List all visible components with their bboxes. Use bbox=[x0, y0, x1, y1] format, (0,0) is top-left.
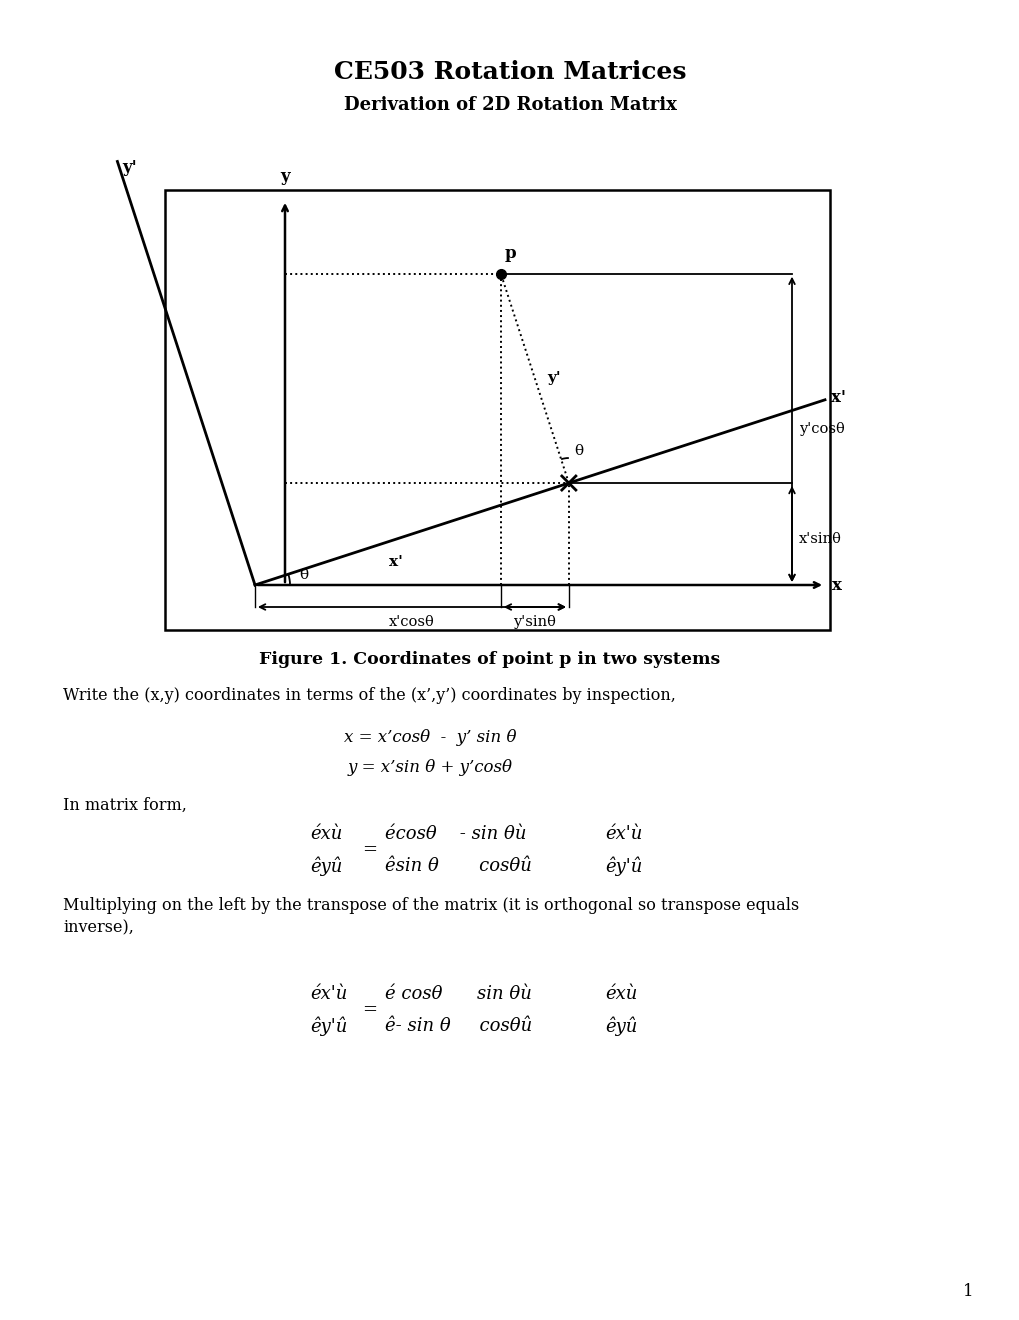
Text: êyû: êyû bbox=[310, 857, 342, 875]
Text: 1: 1 bbox=[962, 1283, 972, 1300]
Text: écosθ    - sin θù: écosθ - sin θù bbox=[384, 825, 526, 843]
Text: êyû: êyû bbox=[604, 1016, 637, 1036]
Text: y'cosθ: y'cosθ bbox=[798, 422, 844, 437]
Text: θ: θ bbox=[299, 568, 308, 582]
Text: Derivation of 2D Rotation Matrix: Derivation of 2D Rotation Matrix bbox=[343, 96, 676, 114]
Text: éxù: éxù bbox=[310, 825, 342, 843]
Text: p: p bbox=[504, 244, 516, 261]
Text: x'sinθ: x'sinθ bbox=[798, 532, 841, 546]
Text: y'sinθ: y'sinθ bbox=[513, 615, 555, 630]
Text: θ: θ bbox=[574, 444, 583, 458]
Text: CE503 Rotation Matrices: CE503 Rotation Matrices bbox=[333, 59, 686, 84]
Text: x: x bbox=[832, 577, 841, 594]
Text: x = x’cosθ  -  y’ sin θ: x = x’cosθ - y’ sin θ bbox=[343, 729, 516, 746]
Text: êsin θ       cosθû: êsin θ cosθû bbox=[384, 857, 531, 875]
Text: y': y' bbox=[122, 160, 137, 177]
Text: êy'û: êy'û bbox=[310, 1016, 347, 1036]
Text: Multiplying on the left by the transpose of the matrix (it is orthogonal so tran: Multiplying on the left by the transpose… bbox=[63, 896, 799, 913]
Text: inverse),: inverse), bbox=[63, 920, 133, 936]
Text: y': y' bbox=[546, 371, 559, 385]
Text: y = x’sin θ + y’cosθ: y = x’sin θ + y’cosθ bbox=[347, 759, 512, 776]
Text: é cosθ      sin θù: é cosθ sin θù bbox=[384, 985, 531, 1003]
Text: éxù: éxù bbox=[604, 985, 637, 1003]
Bar bbox=[165, 190, 829, 630]
Text: x': x' bbox=[389, 556, 403, 569]
Text: êy'û: êy'û bbox=[604, 857, 642, 875]
Text: éx'ù: éx'ù bbox=[310, 985, 347, 1003]
Text: Figure 1. Coordinates of point p in two systems: Figure 1. Coordinates of point p in two … bbox=[259, 652, 719, 668]
Text: In matrix form,: In matrix form, bbox=[63, 796, 186, 813]
Text: éx'ù: éx'ù bbox=[604, 825, 642, 843]
Text: ê- sin θ     cosθû: ê- sin θ cosθû bbox=[384, 1016, 532, 1035]
Text: x': x' bbox=[830, 389, 845, 407]
Text: Write the (x,y) coordinates in terms of the (x’,y’) coordinates by inspection,: Write the (x,y) coordinates in terms of … bbox=[63, 686, 676, 704]
Text: y: y bbox=[280, 168, 289, 185]
Text: x'cosθ: x'cosθ bbox=[388, 615, 434, 630]
Text: =: = bbox=[362, 1001, 377, 1019]
Text: =: = bbox=[362, 841, 377, 859]
